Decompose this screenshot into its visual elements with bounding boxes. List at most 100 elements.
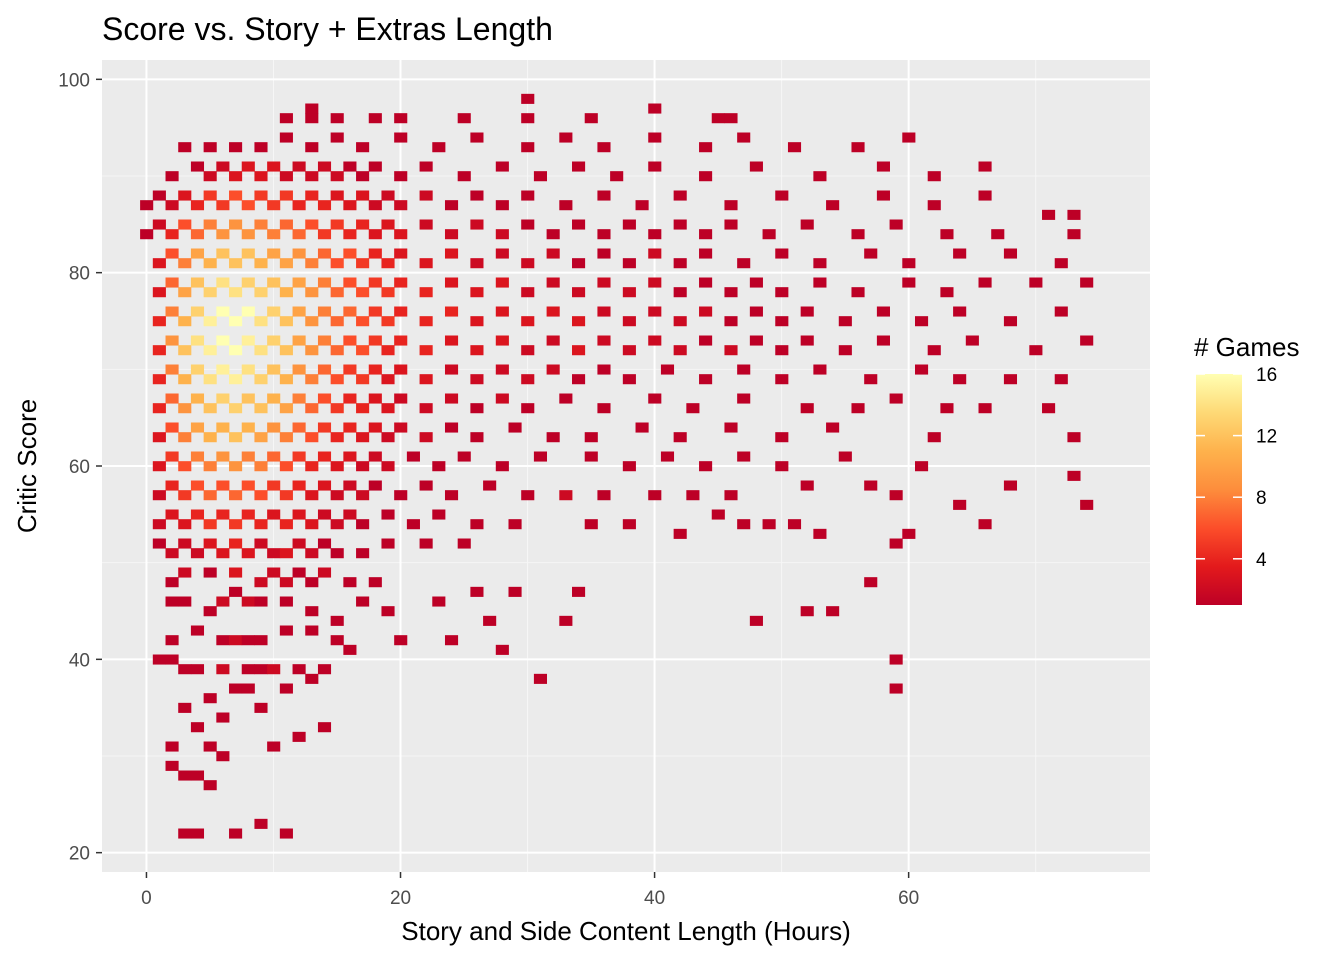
bin-tile	[724, 422, 738, 433]
bin-tile	[216, 596, 230, 607]
bin-tile	[165, 393, 179, 404]
bin-tile	[178, 219, 192, 230]
bin-tile	[1003, 248, 1018, 259]
bin-tile	[254, 490, 268, 501]
bin-tile	[267, 509, 281, 520]
bin-tile	[292, 422, 306, 433]
bin-tile	[1003, 480, 1018, 491]
bin-tile	[165, 760, 179, 771]
bin-tile	[762, 519, 776, 530]
bin-tile	[381, 316, 395, 327]
bin-tile	[648, 490, 662, 501]
bin-tile	[165, 635, 179, 646]
bin-tile	[267, 248, 281, 259]
bin-tile	[813, 258, 827, 269]
bin-tile	[254, 258, 268, 269]
bin-tile	[597, 142, 611, 153]
bin-tile	[864, 577, 878, 588]
bin-tile	[305, 519, 319, 530]
bin-tile	[216, 335, 230, 346]
bin-tile	[495, 335, 509, 346]
bin-tile	[597, 490, 611, 501]
bin-tile	[152, 374, 166, 385]
bin-tile	[826, 422, 840, 433]
bin-tile	[775, 248, 789, 259]
y-tick-label: 40	[69, 650, 90, 671]
bin-tile	[330, 432, 344, 443]
bin-tile	[241, 248, 255, 259]
bin-tile	[292, 229, 306, 240]
bin-tile	[330, 461, 344, 472]
bin-tile	[724, 345, 738, 356]
bin-tile	[597, 190, 611, 201]
bin-tile	[267, 229, 281, 240]
bin-tile	[381, 538, 395, 549]
bin-tile	[343, 480, 357, 491]
bin-tile	[216, 306, 230, 317]
bin-tile	[292, 538, 306, 549]
bin-tile	[902, 528, 916, 539]
bin-tile	[229, 287, 243, 298]
bin-tile	[775, 287, 789, 298]
bin-tile	[826, 200, 840, 211]
bin-tile	[165, 200, 179, 211]
bin-tile	[368, 451, 382, 462]
bin-tile	[229, 345, 243, 356]
bin-tile	[470, 287, 484, 298]
bin-tile	[305, 625, 319, 636]
x-tick-label: 0	[141, 888, 152, 909]
bin-tile	[521, 403, 535, 414]
bin-tile	[267, 200, 281, 211]
bin-tile	[546, 248, 560, 259]
bin-tile	[470, 403, 484, 414]
bin-tile	[330, 635, 344, 646]
bin-tile	[279, 490, 293, 501]
bin-tile	[432, 509, 446, 520]
bin-tile	[673, 316, 687, 327]
bin-tile	[419, 190, 433, 201]
bin-tile	[190, 393, 205, 404]
bin-tile	[229, 219, 243, 230]
bin-tile	[444, 364, 459, 375]
bin-tile	[851, 229, 865, 240]
bin-tile	[749, 615, 763, 626]
bin-tile	[165, 509, 179, 520]
bin-tile	[254, 635, 268, 646]
bin-tile	[572, 345, 586, 356]
bin-tile	[673, 528, 687, 539]
bin-tile	[203, 345, 217, 356]
bin-tile	[343, 577, 357, 588]
y-tick-label: 100	[58, 70, 90, 91]
bin-tile	[330, 490, 344, 501]
bin-tile	[927, 345, 941, 356]
bin-tile	[152, 432, 166, 443]
bin-tile	[178, 403, 192, 414]
bin-tile	[978, 277, 992, 288]
bin-tile	[241, 664, 255, 675]
bin-tile	[572, 374, 586, 385]
bin-tile	[305, 219, 319, 230]
bin-tile	[165, 741, 179, 752]
bin-tile	[978, 403, 992, 414]
bin-tile	[724, 113, 738, 124]
bin-tile	[622, 219, 636, 230]
bin-tile	[165, 548, 179, 559]
bin-tile	[356, 461, 370, 472]
bin-tile	[813, 364, 827, 375]
bin-tile	[889, 393, 903, 404]
bin-tile	[419, 538, 433, 549]
bin-tile	[203, 538, 217, 549]
bin-tile	[521, 219, 535, 230]
bin-tile	[737, 451, 751, 462]
bin-tile	[305, 490, 319, 501]
bin-tile	[889, 683, 903, 694]
bin-tile	[533, 171, 548, 182]
bin-tile	[546, 277, 560, 288]
bin-tile	[165, 248, 179, 259]
bin-tile	[356, 490, 370, 501]
bin-tile	[330, 171, 344, 182]
bin-tile	[317, 393, 332, 404]
bin-tile	[152, 345, 166, 356]
bin-tile	[317, 538, 332, 549]
bin-tile	[190, 200, 205, 211]
